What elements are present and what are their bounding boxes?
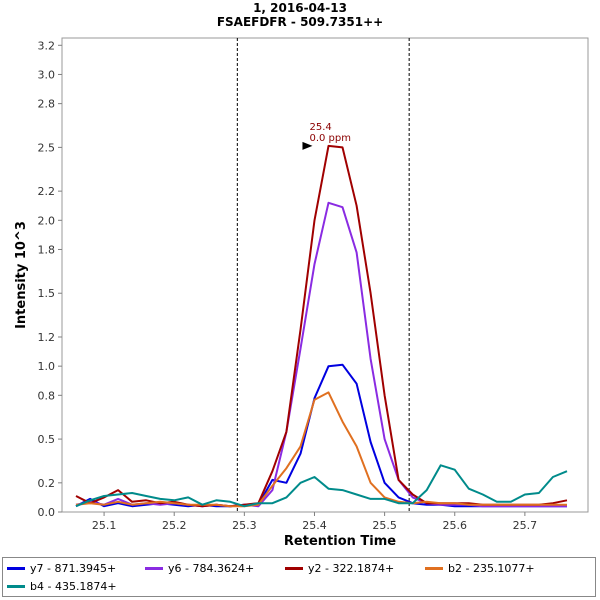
y-tick-label: 2.2 (38, 185, 56, 198)
chart-subtitle: FSAEFDFR - 509.7351++ (216, 15, 384, 29)
x-tick-label: 25.7 (513, 519, 538, 532)
y-tick-label: 0.0 (38, 506, 56, 519)
y-tick-label: 2.0 (38, 214, 56, 227)
x-tick-label: 25.2 (162, 519, 187, 532)
legend-swatch (285, 566, 303, 570)
y-tick-label: 1.5 (38, 287, 56, 300)
legend-item-y6: y6 - 784.3624+ (145, 560, 254, 576)
y-tick-label: 3.0 (38, 68, 56, 81)
y-tick-label: 0.2 (38, 477, 56, 490)
legend-item-b4: b4 - 435.1874+ (7, 578, 117, 594)
y-tick-label: 1.0 (38, 360, 56, 373)
x-tick-label: 25.3 (232, 519, 257, 532)
legend-label: y6 - 784.3624+ (168, 561, 255, 575)
y-tick-label: 1.8 (38, 243, 56, 256)
y-tick-label: 1.2 (38, 331, 56, 344)
y-tick-label: 0.5 (38, 433, 56, 446)
x-tick-label: 25.5 (372, 519, 397, 532)
annotation-rt: 25.4 (309, 122, 331, 133)
y-tick-label: 2.8 (38, 98, 56, 111)
legend-label: y2 - 322.1874+ (308, 561, 395, 575)
legend-label: y7 - 871.3945+ (30, 561, 117, 575)
series-line-y6 (75, 201, 567, 508)
legend-item-y7: y7 - 871.3945+ (7, 560, 116, 576)
legend-swatch (7, 584, 25, 588)
chart-title: 1, 2016-04-13 (253, 1, 347, 15)
y-tick-label: 2.5 (38, 141, 56, 154)
legend-swatch (425, 566, 443, 570)
y-tick-label: 3.2 (38, 39, 56, 52)
legend-item-b2: b2 - 235.1077+ (425, 560, 535, 576)
chromatogram-chart: 0.0 0.2 0.5 0.8 1.0 1.2 1.5 1.8 2.0 2.2 2.5 2.8 3.0 3… (14, 37, 589, 549)
legend: y7 - 871.3945+ y6 - 784.3624+ y2 - 322.187… (2, 557, 596, 597)
plot-area (61, 37, 589, 513)
series-line-b4 (75, 464, 568, 508)
series-line-b2 (75, 391, 567, 508)
peak-marker (302, 141, 313, 150)
x-axis-label: Retention Time (284, 534, 396, 549)
legend-swatch (7, 566, 25, 570)
x-tick-label: 25.1 (92, 519, 117, 532)
legend-label: b4 - 435.1874+ (30, 579, 117, 593)
y-tick-label: 0.8 (38, 389, 56, 402)
y-axis-label: Intensity 10^3 (14, 221, 29, 329)
annotation-ppm: 0.0 ppm (309, 133, 351, 144)
x-tick-label: 25.6 (442, 519, 467, 532)
legend-label: b2 - 235.1077+ (448, 561, 535, 575)
x-tick-label: 25.4 (302, 519, 327, 532)
legend-item-y2: y2 - 322.1874+ (285, 560, 394, 576)
legend-swatch (145, 566, 163, 570)
